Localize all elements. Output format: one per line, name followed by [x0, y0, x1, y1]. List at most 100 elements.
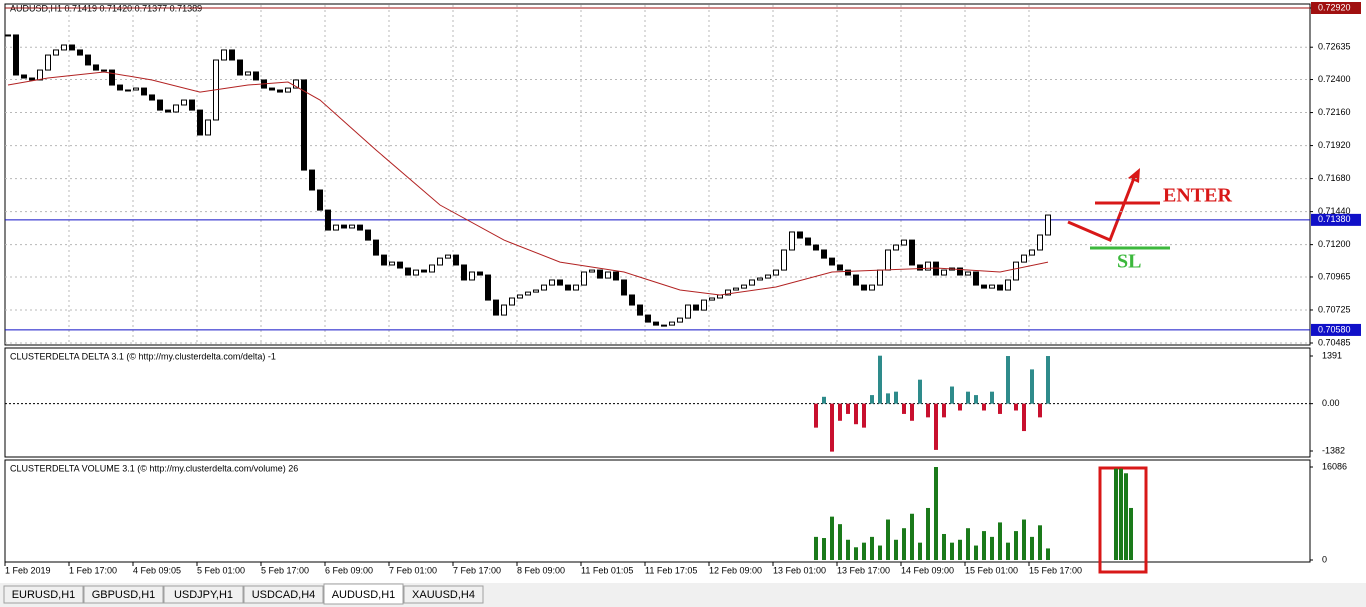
candle — [565, 284, 571, 291]
tab-label[interactable]: GBPUSD,H1 — [92, 589, 156, 601]
bar — [974, 395, 978, 404]
bar — [998, 403, 1002, 414]
candle — [149, 94, 155, 101]
candle — [189, 99, 195, 111]
candle — [789, 231, 795, 251]
candle — [333, 224, 339, 231]
candle — [629, 294, 635, 306]
candle — [277, 89, 283, 93]
level-box — [1311, 323, 1361, 336]
candle — [853, 274, 859, 286]
tab[interactable] — [3, 585, 84, 604]
bar — [950, 386, 954, 404]
candle — [533, 289, 539, 293]
candle — [493, 299, 499, 316]
bar — [902, 528, 906, 560]
candle — [821, 249, 827, 259]
candle — [749, 279, 755, 286]
candle — [253, 71, 259, 81]
tab-label[interactable]: XAUUSD,H4 — [412, 589, 475, 601]
candle — [37, 69, 43, 81]
bar — [870, 536, 874, 560]
bar — [974, 545, 978, 560]
candle — [421, 269, 427, 273]
candle — [997, 284, 1003, 291]
candle — [941, 269, 947, 276]
tab[interactable] — [83, 585, 164, 604]
bar — [1038, 525, 1042, 560]
x-tick-label: 1 Feb 17:00 — [69, 565, 117, 575]
bar — [1006, 542, 1010, 560]
candle — [525, 291, 531, 296]
sl-label: SL — [1117, 251, 1141, 273]
tab[interactable] — [323, 583, 404, 605]
x-tick-label: 5 Feb 01:00 — [197, 565, 245, 575]
tab-label[interactable]: EURUSD,H1 — [12, 589, 76, 601]
candle — [645, 314, 651, 323]
candle — [653, 321, 659, 326]
x-tick-label: 15 Feb 17:00 — [1029, 565, 1082, 575]
tab-label[interactable]: USDJPY,H1 — [174, 589, 233, 601]
candle — [861, 284, 867, 291]
bar — [990, 536, 994, 560]
candle — [117, 84, 123, 91]
candle — [77, 49, 83, 56]
candle — [917, 264, 923, 271]
candle — [989, 284, 995, 289]
candle — [157, 99, 163, 111]
x-tick-label: 13 Feb 01:00 — [773, 565, 826, 575]
tab[interactable] — [163, 585, 244, 604]
tab[interactable] — [403, 585, 484, 604]
candle — [237, 59, 243, 76]
candle — [973, 271, 979, 286]
bar — [838, 524, 842, 560]
tab-label[interactable]: AUDUSD,H1 — [332, 589, 396, 601]
candle — [445, 254, 451, 259]
x-tick-label: 1 Feb 2019 — [5, 565, 51, 575]
candle — [797, 231, 803, 239]
highlight-box — [1098, 466, 1148, 574]
delta-panel — [4, 347, 1311, 458]
x-tick-label: 15 Feb 01:00 — [965, 565, 1018, 575]
candle — [709, 297, 715, 301]
candle — [109, 69, 115, 86]
arrow-head — [1128, 168, 1140, 183]
candle — [557, 279, 563, 286]
y-tick-label: 0.72635 — [1318, 42, 1351, 52]
candle — [469, 271, 475, 281]
highlight-bar — [1114, 468, 1118, 560]
candle — [893, 244, 899, 251]
candle — [301, 79, 307, 171]
x-tick-label: 7 Feb 17:00 — [453, 565, 501, 575]
candle — [205, 119, 211, 136]
candle — [541, 284, 547, 291]
tab-label[interactable]: USDCAD,H4 — [252, 589, 316, 601]
bar — [1006, 356, 1010, 404]
delta-title: CLUSTERDELTA DELTA 3.1 (© http://my.clus… — [10, 351, 276, 361]
candle — [269, 87, 275, 91]
candle — [405, 267, 411, 276]
candle — [453, 254, 459, 266]
candle — [509, 297, 515, 306]
candle — [957, 267, 963, 276]
candle — [685, 304, 691, 319]
highlight-bar — [1124, 473, 1128, 560]
x-tick-label: 4 Feb 09:05 — [133, 565, 181, 575]
bar — [966, 391, 970, 404]
x-tick-label: 6 Feb 09:00 — [325, 565, 373, 575]
bar — [846, 403, 850, 414]
tab[interactable] — [243, 585, 324, 604]
bar — [830, 516, 834, 560]
candle — [661, 324, 667, 327]
candle — [877, 269, 883, 286]
candle — [621, 279, 627, 296]
candle — [845, 269, 851, 276]
candle — [173, 104, 179, 113]
candle — [517, 294, 523, 299]
candle — [909, 239, 915, 266]
candle — [125, 89, 131, 92]
candle — [341, 224, 347, 229]
y-tick-label: 0.71920 — [1318, 140, 1351, 150]
bar — [1046, 356, 1050, 404]
